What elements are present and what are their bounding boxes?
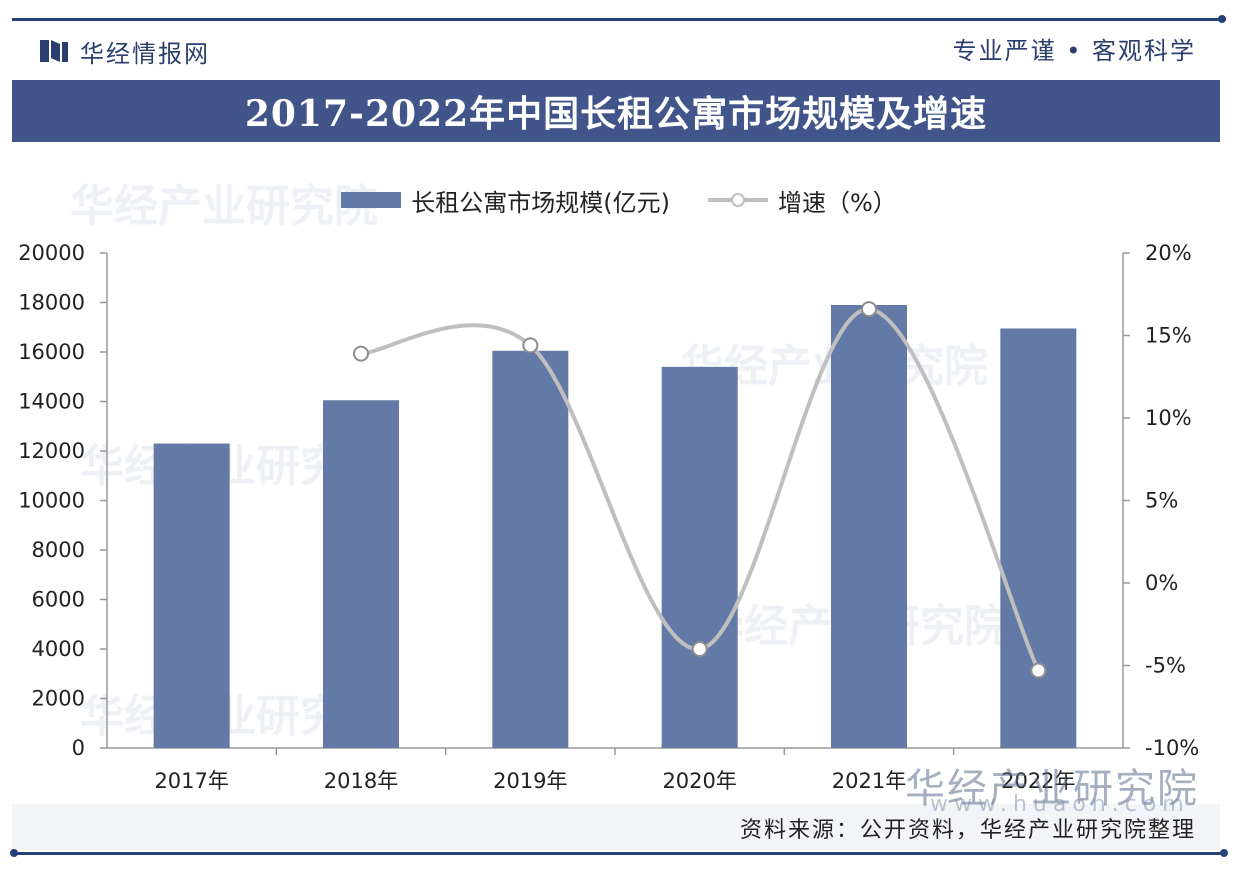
legend-label-growth: 增速（%） (777, 188, 897, 217)
top-rule-cap (1218, 15, 1226, 23)
bar (323, 400, 399, 748)
x-tick-label: 2018年 (324, 769, 398, 793)
bar (153, 443, 230, 748)
y-left-tick-label: 14000 (18, 390, 85, 414)
y-left-tick-label: 8000 (32, 538, 85, 562)
x-tick-label: 2021年 (832, 769, 906, 793)
y-right-tick-label: 15% (1145, 324, 1192, 348)
y-left-tick-label: 20000 (18, 241, 85, 265)
corner-watermark: 华经产业研究院 (905, 766, 1199, 812)
y-left-tick-label: 10000 (18, 489, 85, 513)
legend-line-swatch (707, 193, 768, 207)
y-right-tick-label: -5% (1145, 654, 1186, 678)
chart-title: 2017-2022年中国长租公寓市场规模及增速 (244, 93, 988, 135)
y-left-tick-label: 6000 (32, 588, 85, 612)
y-left-tick-label: 4000 (32, 637, 85, 661)
growth-point (861, 301, 877, 318)
source-note: 资料来源：公开资料，华经产业研究院整理 (739, 818, 1196, 843)
x-tick-label: 2022年 (1001, 769, 1075, 793)
y-left-tick-label: 2000 (32, 687, 85, 711)
bottom-rule-cap-right (1220, 849, 1228, 857)
x-tick-label: 2020年 (662, 769, 736, 793)
y-right-tick-label: -10% (1145, 736, 1199, 760)
bar (492, 350, 569, 748)
bar (661, 366, 738, 748)
legend-item-growth: 增速（%） (707, 183, 897, 218)
brand-name: 华经情报网 (80, 39, 210, 68)
y-right-tick-label: 5% (1145, 489, 1178, 513)
legend-bar-swatch (341, 192, 402, 208)
legend-label-scale: 长租公寓市场规模(亿元) (411, 188, 670, 217)
growth-line (360, 307, 1041, 672)
brand: 华经情报网 (40, 34, 210, 68)
bottom-rule-cap-left (10, 849, 18, 857)
y-left-tick-label: 0 (72, 736, 85, 760)
brand-logo-icon (40, 40, 68, 62)
x-tick-label: 2017年 (154, 769, 228, 793)
y-left-tick-label: 16000 (18, 340, 85, 364)
growth-point (1030, 662, 1047, 679)
y-left-tick-label: 12000 (18, 439, 85, 463)
y-left-tick-label: 18000 (18, 291, 85, 315)
title-bar: 2017-2022年中国长租公寓市场规模及增速 (12, 80, 1220, 142)
legend-item-scale: 长租公寓市场规模(亿元) (341, 183, 670, 218)
y-right-tick-label: 20% (1145, 241, 1192, 265)
x-tick-label: 2019年 (493, 769, 567, 793)
growth-point (691, 641, 708, 657)
growth-point (522, 337, 539, 354)
y-right-tick-label: 10% (1145, 406, 1192, 430)
top-rule (12, 18, 1224, 21)
bar (1000, 328, 1077, 748)
y-right-tick-label: 0% (1145, 571, 1178, 595)
bar (831, 304, 907, 748)
bottom-rule (12, 852, 1224, 855)
corner-watermark-url: www.huaon.com (930, 792, 1190, 817)
tagline: 专业严谨 • 客观科学 (952, 37, 1196, 65)
chart-legend: 长租公寓市场规模(亿元) 增速（%） (0, 180, 1238, 220)
footer-band (12, 804, 1220, 850)
growth-point (353, 345, 369, 362)
